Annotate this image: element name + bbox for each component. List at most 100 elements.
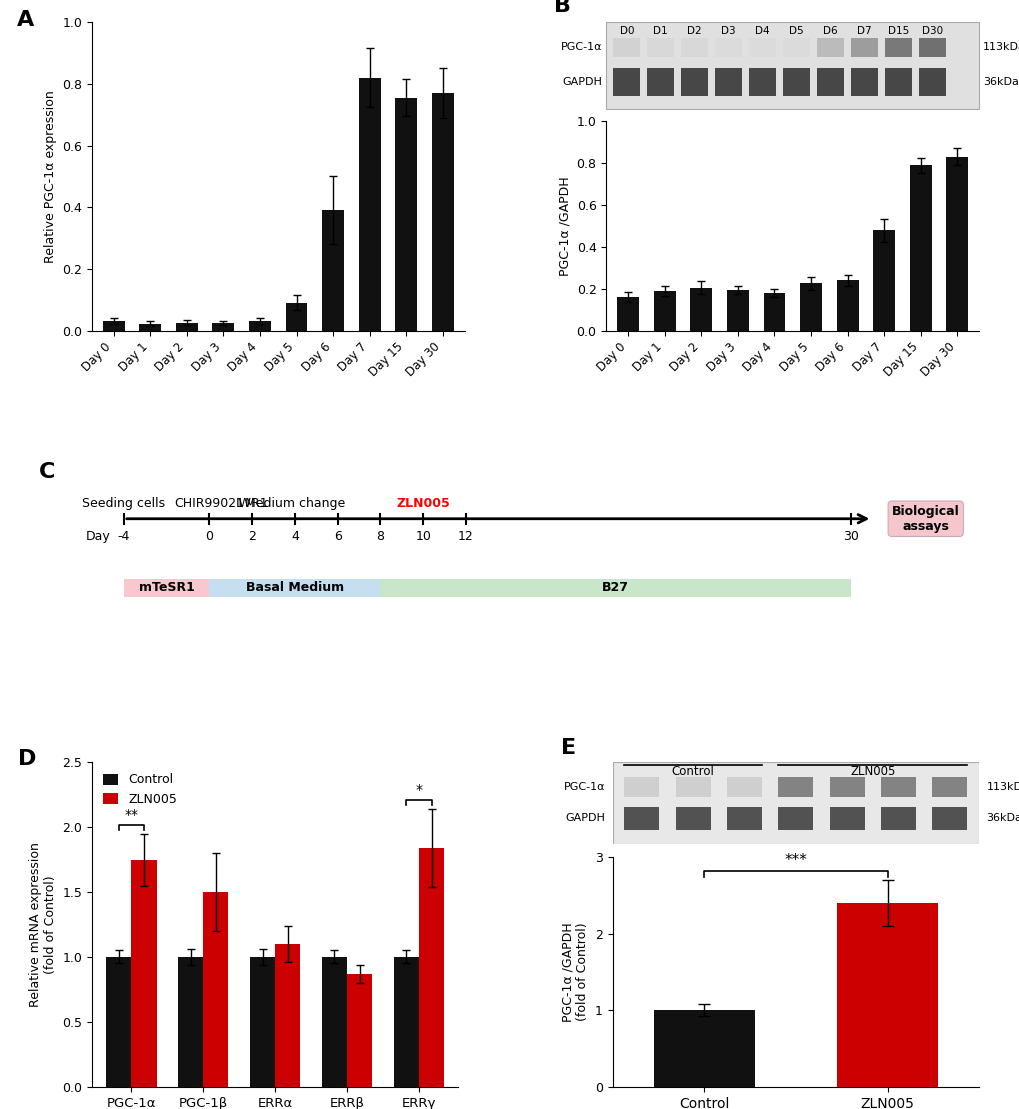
Y-axis label: PGC-1α /GAPDH
(fold of Control): PGC-1α /GAPDH (fold of Control) [560, 922, 589, 1021]
Bar [175, 323, 198, 330]
Text: 113kDa: 113kDa [985, 782, 1019, 792]
Y-axis label: Relative PGC-1α expression: Relative PGC-1α expression [44, 90, 56, 263]
Text: D3: D3 [720, 26, 736, 35]
Text: 10: 10 [415, 530, 431, 542]
Bar [624, 806, 658, 830]
Bar [178, 957, 203, 1087]
Text: B: B [553, 0, 571, 16]
Text: D2: D2 [687, 26, 701, 35]
Text: ***: *** [784, 853, 806, 867]
Bar [884, 38, 911, 57]
Text: ZLN005: ZLN005 [850, 765, 895, 777]
Bar [431, 93, 453, 330]
Text: Basal Medium: Basal Medium [246, 581, 343, 594]
Bar [850, 38, 877, 57]
Bar [612, 38, 640, 57]
Bar [727, 777, 761, 796]
Text: 8: 8 [376, 530, 384, 542]
Text: Biological
assays: Biological assays [891, 505, 959, 532]
Legend: Control, ZLN005: Control, ZLN005 [98, 769, 181, 811]
Bar [106, 957, 131, 1087]
Bar [763, 293, 785, 330]
Bar [884, 68, 911, 96]
Bar [624, 777, 658, 796]
Bar [394, 98, 417, 330]
Bar [836, 281, 858, 330]
Bar [103, 322, 124, 330]
Bar [931, 806, 966, 830]
Bar [880, 777, 915, 796]
Bar [690, 287, 711, 330]
Text: Medium change: Medium change [245, 497, 344, 510]
Bar [837, 903, 937, 1087]
Text: D4: D4 [754, 26, 769, 35]
Bar [909, 165, 930, 330]
Bar [918, 38, 945, 57]
Text: E: E [560, 737, 576, 757]
Bar [647, 38, 674, 57]
Text: D7: D7 [856, 26, 871, 35]
Text: D0: D0 [619, 26, 634, 35]
Text: ZLN005: ZLN005 [396, 497, 449, 510]
Bar [872, 230, 895, 330]
Text: 2: 2 [248, 530, 256, 542]
Text: PGC-1α: PGC-1α [560, 42, 602, 52]
Text: 0: 0 [205, 530, 213, 542]
Bar [140, 324, 161, 330]
Bar [419, 848, 443, 1087]
Bar [647, 68, 674, 96]
Bar [203, 892, 228, 1087]
Text: IWR1: IWR1 [235, 497, 268, 510]
Bar [681, 68, 707, 96]
Bar [829, 806, 864, 830]
Bar [653, 291, 676, 330]
Bar [359, 78, 380, 330]
Text: PGC-1α: PGC-1α [564, 782, 604, 792]
Bar [275, 944, 300, 1087]
Text: 4: 4 [290, 530, 299, 542]
Bar [212, 323, 234, 330]
Bar [249, 322, 271, 330]
Text: 30: 30 [842, 530, 858, 542]
Bar [777, 806, 812, 830]
Bar [209, 579, 380, 597]
Bar [931, 777, 966, 796]
Text: mTeSR1: mTeSR1 [139, 581, 195, 594]
Text: D5: D5 [789, 26, 803, 35]
Bar [880, 806, 915, 830]
Text: GAPDH: GAPDH [565, 813, 604, 823]
Text: D: D [18, 750, 37, 770]
Text: B27: B27 [601, 581, 629, 594]
Text: D15: D15 [887, 26, 908, 35]
Bar [653, 1010, 754, 1087]
Bar [748, 38, 775, 57]
Bar [676, 777, 710, 796]
Bar [346, 974, 372, 1087]
Text: 12: 12 [458, 530, 474, 542]
Text: 6: 6 [333, 530, 341, 542]
Text: Seeding cells: Seeding cells [83, 497, 165, 510]
Bar [612, 68, 640, 96]
Bar [616, 297, 639, 330]
Bar [816, 68, 843, 96]
Bar [714, 38, 742, 57]
Bar [131, 859, 156, 1087]
Bar [123, 579, 209, 597]
Text: C: C [39, 461, 55, 481]
Text: A: A [17, 10, 35, 30]
Text: Control: Control [672, 765, 714, 777]
Bar [681, 38, 707, 57]
Bar [918, 68, 945, 96]
Bar [946, 156, 967, 330]
Bar [322, 957, 346, 1087]
Bar [250, 957, 275, 1087]
Bar [783, 68, 809, 96]
Bar [380, 579, 850, 597]
Text: **: ** [124, 808, 139, 822]
Text: 36kDa: 36kDa [982, 77, 1018, 87]
Text: CHIR99021: CHIR99021 [174, 497, 245, 510]
Bar [727, 806, 761, 830]
Y-axis label: PGC-1α /GAPDH: PGC-1α /GAPDH [557, 176, 571, 276]
Y-axis label: Relative mRNA expression
(fold of Control): Relative mRNA expression (fold of Contro… [29, 842, 56, 1007]
Text: -4: -4 [117, 530, 130, 542]
